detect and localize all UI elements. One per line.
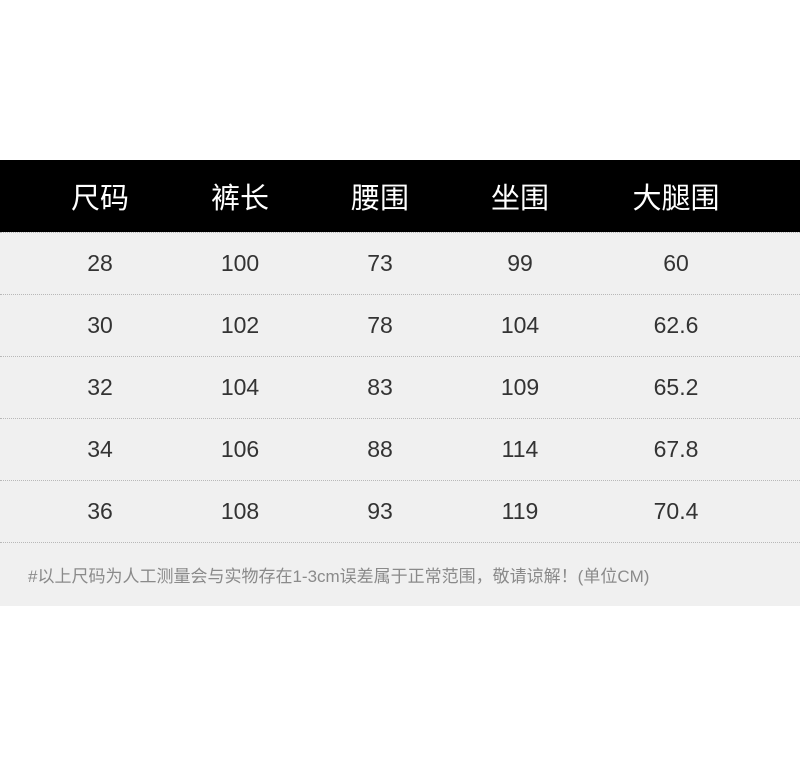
table-cell: 100 <box>220 250 260 276</box>
header-thigh: 大腿围 <box>632 183 720 215</box>
table-cell: 36 <box>87 498 113 524</box>
table-cell: 104 <box>500 312 540 338</box>
table-cell: 28 <box>87 250 113 276</box>
table-row: 30 102 78 104 62.6 <box>0 294 800 356</box>
table-row: 36 108 93 119 70.4 <box>0 480 800 542</box>
table-cell: 106 <box>220 436 260 462</box>
header-waist: 腰围 <box>350 183 409 215</box>
measurement-note: #以上尺码为人工测量会与实物存在1-3cm误差属于正常范围，敬请谅解！(单位CM… <box>0 542 800 606</box>
table-cell: 93 <box>367 498 393 524</box>
table-cell: 78 <box>367 312 393 338</box>
table-cell: 114 <box>501 436 539 462</box>
table-cell: 73 <box>367 250 393 276</box>
table-cell: 62.6 <box>653 312 699 338</box>
table-cell: 83 <box>367 374 393 400</box>
table-cell: 30 <box>87 312 113 338</box>
table-cell: 65.2 <box>653 374 699 400</box>
table-row: 32 104 83 109 65.2 <box>0 356 800 418</box>
table-cell: 34 <box>87 436 113 462</box>
table-cell: 109 <box>500 374 540 400</box>
table-cell: 99 <box>507 250 533 276</box>
table-row: 34 106 88 114 67.8 <box>0 418 800 480</box>
table-cell: 88 <box>367 436 393 462</box>
table-cell: 104 <box>220 374 260 400</box>
table-cell: 108 <box>220 498 260 524</box>
table-header: 尺码 裤长 腰围 坐围 大腿围 <box>0 160 800 232</box>
table-cell: 102 <box>220 312 260 338</box>
table-cell: 32 <box>87 374 113 400</box>
header-length: 裤长 <box>210 183 269 215</box>
table-cell: 119 <box>501 498 539 524</box>
table-cell: 60 <box>663 250 689 276</box>
table-cell: 70.4 <box>653 498 699 524</box>
table-row: 28 100 73 99 60 <box>0 232 800 294</box>
header-hip: 坐围 <box>490 183 549 215</box>
header-size: 尺码 <box>70 183 129 215</box>
table-cell: 67.8 <box>653 436 699 462</box>
size-chart-table: 尺码 裤长 腰围 坐围 大腿围 28 100 73 99 60 30 102 78 104 62.… <box>0 160 800 606</box>
